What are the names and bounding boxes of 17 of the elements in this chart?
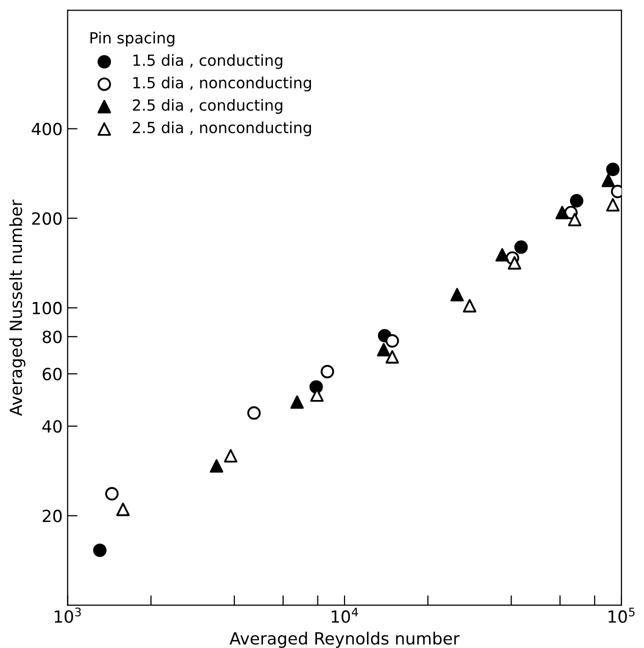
x-tick-label: 10$^{4}$ — [332, 608, 358, 623]
x-tick-label: 10$^{5}$ — [608, 608, 635, 623]
legend-label: 1.5 dia , conducting — [133, 54, 282, 69]
y-tick-label: 100 — [32, 302, 62, 314]
y-tick-label: 40 — [42, 420, 62, 433]
x-axis-title: Averaged Reynolds number — [230, 632, 460, 648]
x-tick-label: 10$^{3}$ — [54, 608, 81, 623]
legend-title: Pin spacing — [90, 32, 174, 47]
legend-label: 2.5 dia , nonconducting — [132, 121, 311, 136]
y-axis-title: Averaged Nusselt number — [9, 200, 26, 416]
legend-label: 2.5 dia , conducting — [132, 99, 282, 114]
y-tick-label: 80 — [42, 330, 62, 344]
y-tick-label: 60 — [42, 368, 62, 380]
y-tick-label: 20 — [42, 510, 62, 522]
legend-label: 1.5 dia , nonconducting — [133, 76, 311, 92]
y-tick-label: 200 — [32, 212, 62, 225]
y-tick-label: 400 — [32, 122, 62, 136]
